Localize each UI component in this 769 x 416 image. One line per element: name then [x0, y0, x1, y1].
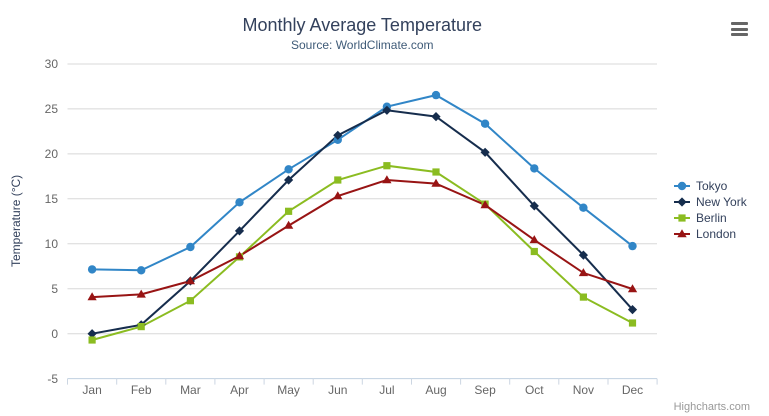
svg-text:Berlin: Berlin: [696, 211, 727, 225]
svg-text:Aug: Aug: [425, 383, 446, 397]
svg-text:Tokyo: Tokyo: [696, 179, 728, 193]
svg-text:Jul: Jul: [379, 383, 394, 397]
svg-text:-5: -5: [47, 372, 58, 386]
svg-text:Mar: Mar: [180, 383, 201, 397]
svg-text:Oct: Oct: [525, 383, 544, 397]
svg-text:20: 20: [45, 147, 59, 161]
svg-text:Sep: Sep: [474, 383, 496, 397]
svg-text:5: 5: [51, 282, 58, 296]
svg-text:25: 25: [45, 102, 59, 116]
svg-text:London: London: [696, 227, 736, 241]
svg-text:10: 10: [45, 237, 59, 251]
svg-text:Nov: Nov: [573, 383, 594, 397]
svg-text:May: May: [277, 383, 300, 397]
svg-text:Apr: Apr: [230, 383, 249, 397]
svg-text:Jan: Jan: [82, 383, 101, 397]
svg-text:Feb: Feb: [131, 383, 152, 397]
svg-text:15: 15: [45, 192, 59, 206]
svg-text:Jun: Jun: [328, 383, 347, 397]
svg-text:Dec: Dec: [622, 383, 643, 397]
svg-text:0: 0: [51, 327, 58, 341]
svg-text:30: 30: [45, 57, 59, 71]
svg-text:New York: New York: [696, 195, 748, 209]
